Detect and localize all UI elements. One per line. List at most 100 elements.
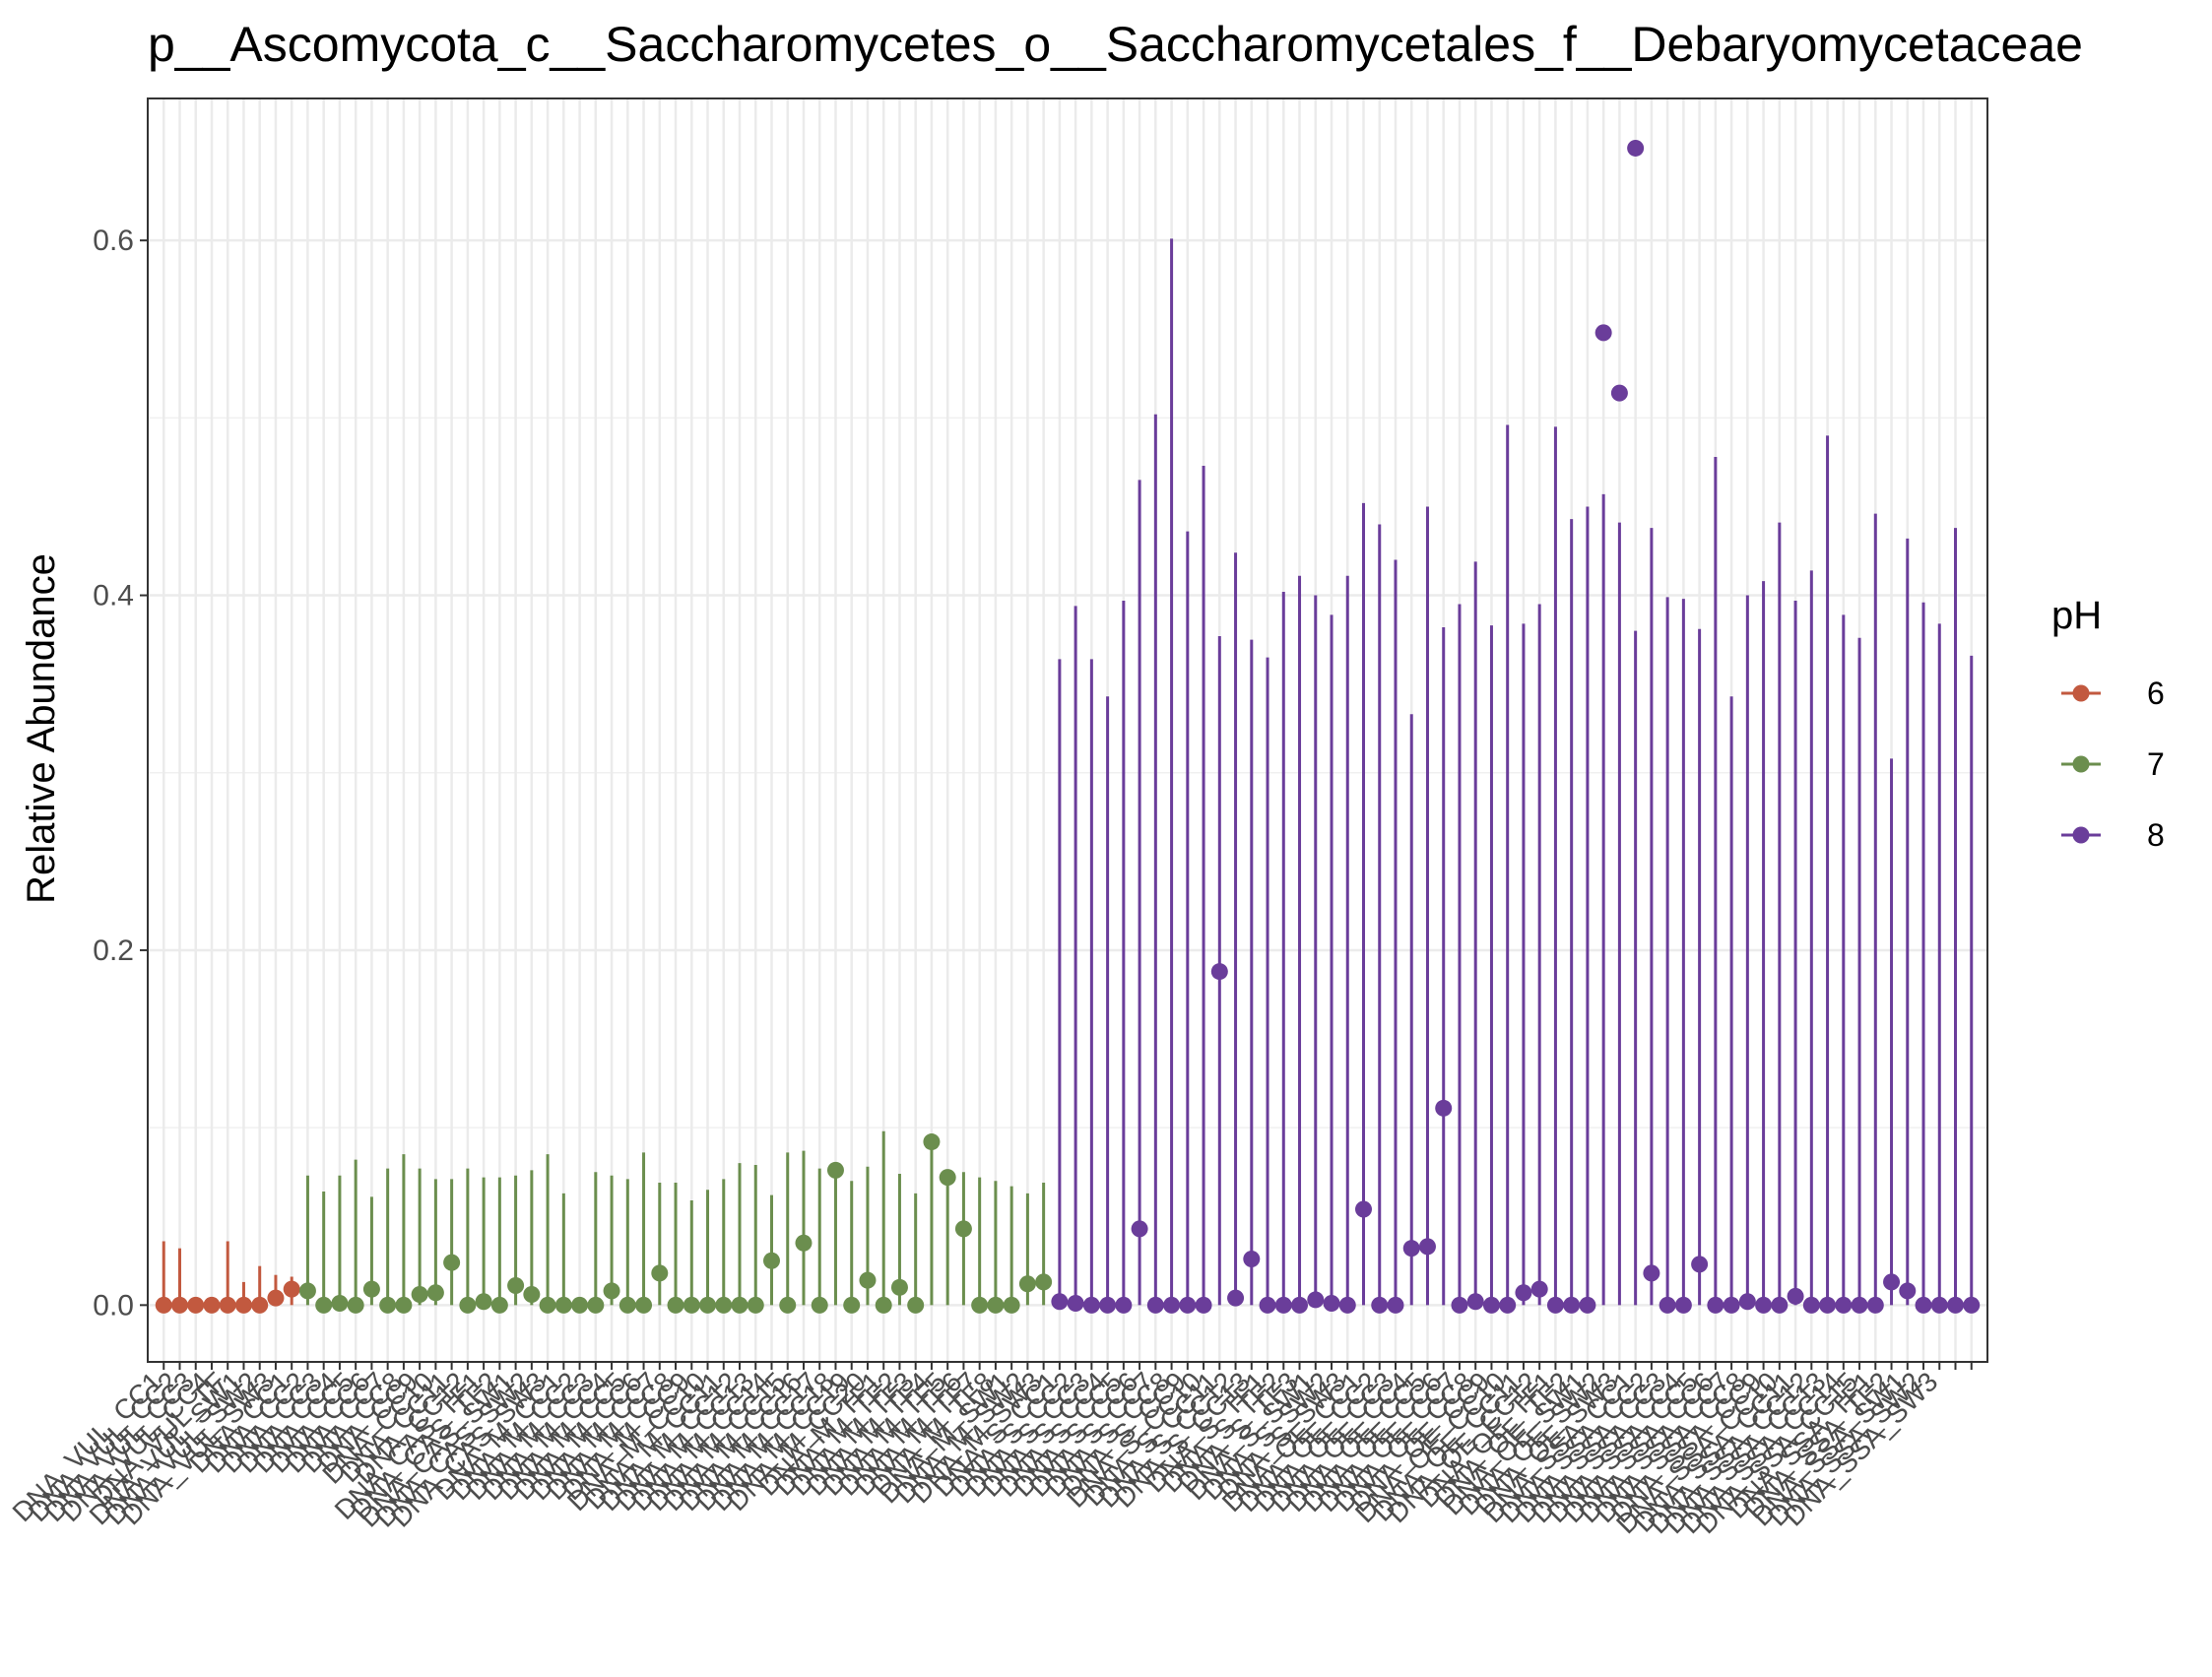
- data-point: [1802, 1296, 1820, 1314]
- legend-label: 6: [2147, 676, 2165, 711]
- data-point: [475, 1293, 492, 1311]
- data-point: [1546, 1296, 1564, 1314]
- data-point: [203, 1296, 221, 1314]
- data-point: [699, 1296, 717, 1314]
- chart-title: p__Ascomycota_c__Saccharomycetes_o__Sacc…: [148, 17, 2083, 72]
- data-point: [1851, 1296, 1868, 1314]
- legend-label: 8: [2147, 817, 2165, 853]
- data-point: [1323, 1295, 1340, 1313]
- y-tick-label: 0.0: [93, 1289, 134, 1322]
- data-point: [1003, 1296, 1020, 1314]
- data-point: [298, 1282, 316, 1300]
- data-point: [1307, 1291, 1325, 1309]
- plot-background: [148, 98, 1987, 1362]
- data-point: [523, 1286, 541, 1304]
- data-point: [1227, 1289, 1245, 1307]
- data-point: [315, 1296, 333, 1314]
- data-point: [187, 1296, 205, 1314]
- legend: pH 6 7 8: [2051, 594, 2165, 853]
- data-point: [1866, 1296, 1884, 1314]
- data-point: [426, 1284, 444, 1302]
- data-point: [731, 1296, 748, 1314]
- data-point: [890, 1278, 908, 1296]
- data-point: [1274, 1296, 1292, 1314]
- data-point: [1563, 1296, 1581, 1314]
- data-point: [251, 1296, 269, 1314]
- data-point: [1755, 1296, 1773, 1314]
- data-point: [1067, 1295, 1084, 1313]
- data-point: [1131, 1220, 1148, 1238]
- y-tick-label: 0.4: [93, 580, 134, 613]
- data-point: [635, 1296, 653, 1314]
- data-point: [362, 1280, 380, 1298]
- data-point: [715, 1296, 733, 1314]
- data-point: [987, 1296, 1005, 1314]
- data-point: [459, 1296, 477, 1314]
- data-point: [1819, 1296, 1837, 1314]
- plot-area: [147, 97, 1988, 1363]
- data-point: [1259, 1296, 1276, 1314]
- data-point: [554, 1296, 572, 1314]
- plot-border: [147, 97, 1988, 1363]
- data-point: [1499, 1296, 1517, 1314]
- legend-key-point: [2072, 684, 2090, 702]
- data-point: [1179, 1296, 1197, 1314]
- data-point: [1051, 1293, 1069, 1311]
- data-point: [331, 1295, 349, 1313]
- data-point: [779, 1296, 797, 1314]
- data-point: [1146, 1296, 1164, 1314]
- data-point: [587, 1296, 605, 1314]
- data-point: [1883, 1273, 1901, 1291]
- legend-title: pH: [2051, 594, 2102, 637]
- data-point: [1210, 963, 1228, 981]
- data-point: [1530, 1280, 1548, 1298]
- x-axis: DNA_VUL_CC1DNA_VUL_CC2DNA_VUL_CC3DNA_VUL…: [7, 1362, 1973, 1539]
- y-axis-title: Relative Abundance: [20, 553, 63, 904]
- data-point: [1515, 1284, 1532, 1302]
- data-point: [1771, 1296, 1789, 1314]
- data-point: [1243, 1250, 1261, 1267]
- data-point: [1691, 1256, 1709, 1273]
- data-point: [1018, 1275, 1036, 1293]
- data-point: [155, 1296, 172, 1314]
- data-point: [826, 1161, 844, 1179]
- data-point: [762, 1252, 780, 1269]
- data-point: [1338, 1296, 1356, 1314]
- y-tick-label: 0.6: [93, 225, 134, 257]
- data-point: [618, 1296, 636, 1314]
- data-point: [347, 1296, 364, 1314]
- data-point: [379, 1296, 397, 1314]
- data-point: [1418, 1238, 1436, 1256]
- data-point: [1627, 139, 1645, 157]
- data-point: [1435, 1099, 1453, 1117]
- data-point: [170, 1296, 188, 1314]
- data-point: [1963, 1296, 1981, 1314]
- data-point: [1451, 1296, 1468, 1314]
- data-point: [859, 1271, 877, 1289]
- data-point: [683, 1296, 700, 1314]
- data-point: [747, 1296, 764, 1314]
- data-point: [1099, 1296, 1117, 1314]
- data-point: [1899, 1282, 1917, 1300]
- data-point: [795, 1234, 813, 1252]
- data-point: [923, 1133, 941, 1151]
- data-point: [667, 1296, 684, 1314]
- data-point: [234, 1296, 252, 1314]
- data-point: [875, 1296, 892, 1314]
- data-point: [1163, 1296, 1181, 1314]
- data-point: [939, 1169, 956, 1187]
- data-point: [1707, 1296, 1724, 1314]
- data-point: [490, 1296, 508, 1314]
- data-point: [1387, 1296, 1404, 1314]
- data-point: [603, 1282, 620, 1300]
- y-tick-label: 0.2: [93, 935, 134, 967]
- legend-key-point: [2072, 826, 2090, 844]
- legend-key-point: [2072, 755, 2090, 773]
- data-point: [1035, 1273, 1053, 1291]
- data-point: [1723, 1296, 1740, 1314]
- data-point: [1643, 1264, 1660, 1282]
- data-point: [395, 1296, 413, 1314]
- data-point: [1355, 1200, 1373, 1218]
- data-point: [1482, 1296, 1500, 1314]
- data-point: [1466, 1293, 1484, 1311]
